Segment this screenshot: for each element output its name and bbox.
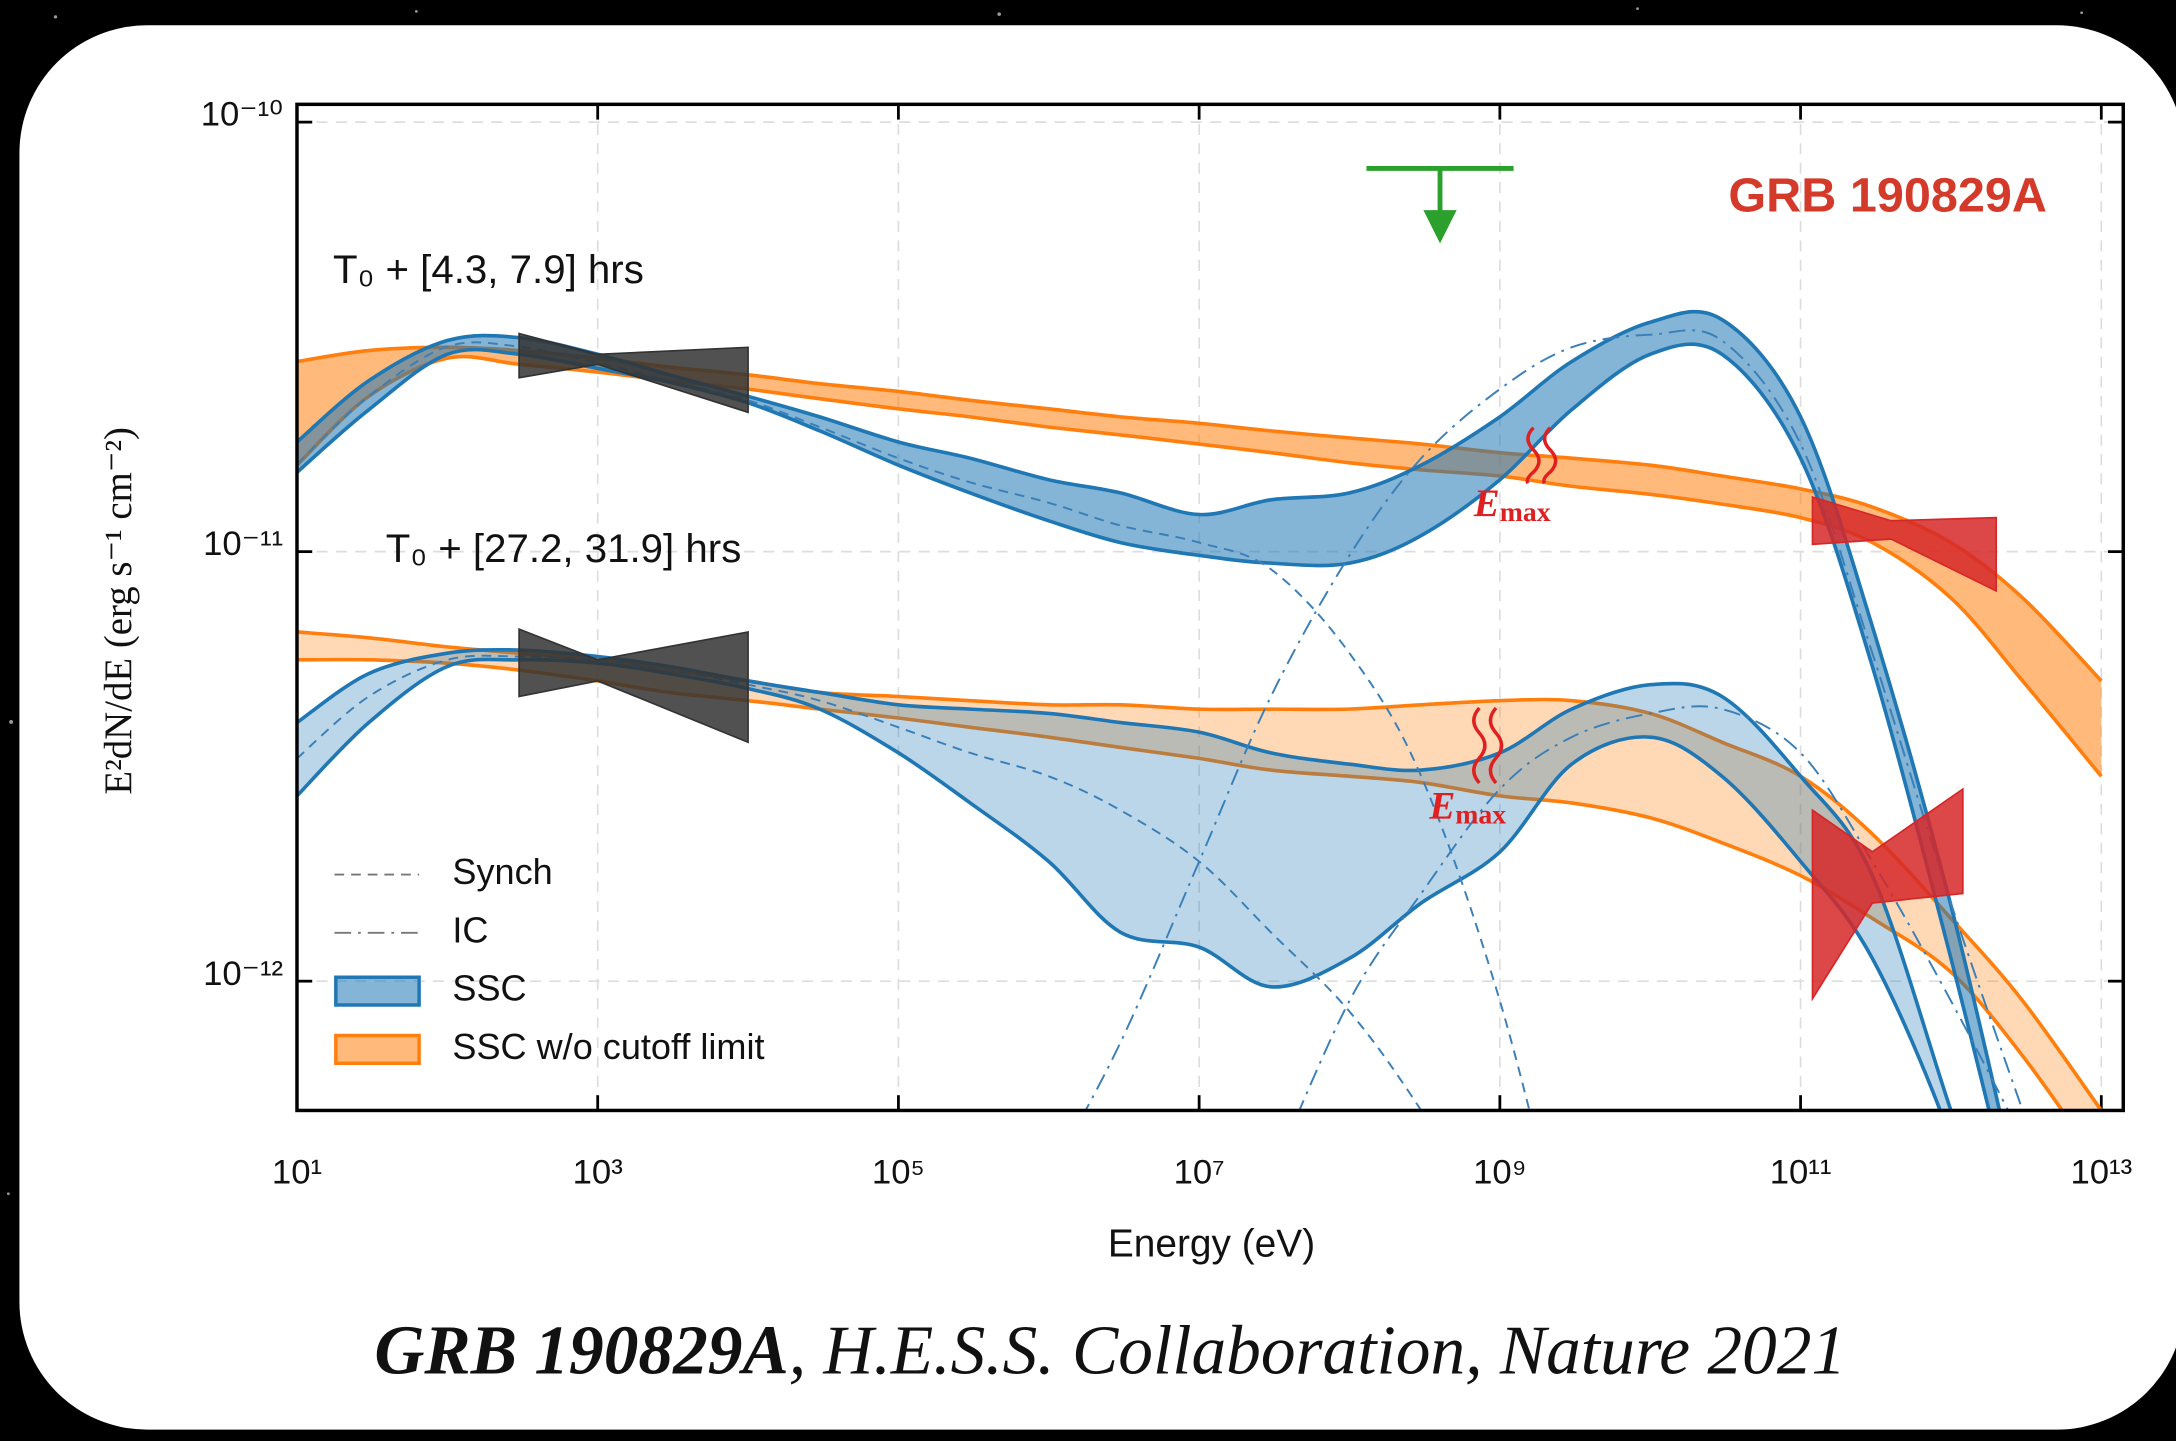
emax-e: E	[1428, 784, 1455, 827]
card	[19, 25, 2176, 1430]
emax-squiggles	[1472, 426, 1558, 785]
emax-label: Emax	[1428, 784, 1506, 831]
line	[296, 341, 1531, 1111]
x-tick-label: 10⁷	[1174, 1153, 1225, 1191]
emax-e: E	[1473, 482, 1500, 525]
x-tick-label: 10⁹	[1473, 1153, 1526, 1191]
axes-frame	[295, 102, 2125, 1113]
caption: GRB 190829A, H.E.S.S. Collaboration, Nat…	[374, 1312, 1846, 1389]
legend-label: SSC	[452, 968, 526, 1009]
caption-bold: GRB 190829A	[374, 1312, 788, 1389]
plot: 10¹ 10³ 10⁵ 10⁷ 10⁹ 10¹¹ 10¹³ 10⁻¹⁰ 10⁻¹¹ 10⁻¹² Sy…	[201, 96, 2132, 1192]
upper-limit-arrow	[1423, 210, 1457, 244]
x-tick-label: 10¹³	[2070, 1153, 2132, 1191]
y-tick-label: 10⁻¹⁰	[201, 96, 283, 134]
emax-label: Emax	[1473, 482, 1551, 529]
legend-swatch	[334, 975, 421, 1007]
legend-swatch	[334, 1033, 421, 1066]
y-axis-label: E²dN/dE (erg s⁻¹ cm⁻²)	[97, 427, 140, 795]
band	[296, 631, 2102, 1111]
emax-sub: max	[1455, 800, 1506, 831]
band	[296, 347, 2102, 777]
x-tick-label: 10³	[573, 1153, 623, 1191]
annotation: T₀ + [27.2, 31.9] hrs	[386, 526, 742, 571]
caption-rest: , H.E.S.S. Collaboration, Nature 2021	[789, 1312, 1846, 1389]
legend-label: IC	[452, 909, 488, 950]
x-tick-label: 10¹¹	[1770, 1153, 1832, 1191]
band-edge	[296, 342, 1991, 1111]
legend-label: Synch	[452, 851, 552, 892]
bowtie	[1811, 495, 1998, 593]
bowtie	[518, 332, 749, 414]
x-tick-label: 10¹	[272, 1153, 322, 1191]
bowtie	[518, 627, 749, 744]
stars	[6, 7, 2084, 1196]
bowtie	[1811, 787, 1964, 1002]
line	[1084, 329, 2024, 1111]
y-tick-label: 10⁻¹¹	[203, 525, 283, 563]
x-axis-label: Energy (eV)	[1108, 1223, 1315, 1266]
band-edge	[296, 647, 1953, 1111]
legend-label: SSC w/o cutoff limit	[452, 1026, 764, 1067]
emax-sub: max	[1500, 497, 1551, 528]
y-tick-label: 10⁻¹²	[203, 955, 283, 993]
line	[296, 654, 1423, 1111]
annotation: T₀ + [4.3, 7.9] hrs	[333, 247, 644, 292]
line	[1298, 705, 2010, 1111]
band	[296, 649, 1951, 1111]
x-tick-label: 10⁵	[872, 1153, 925, 1191]
chart-title: GRB 190829A	[1728, 169, 2047, 223]
plot-area	[296, 309, 2103, 1111]
